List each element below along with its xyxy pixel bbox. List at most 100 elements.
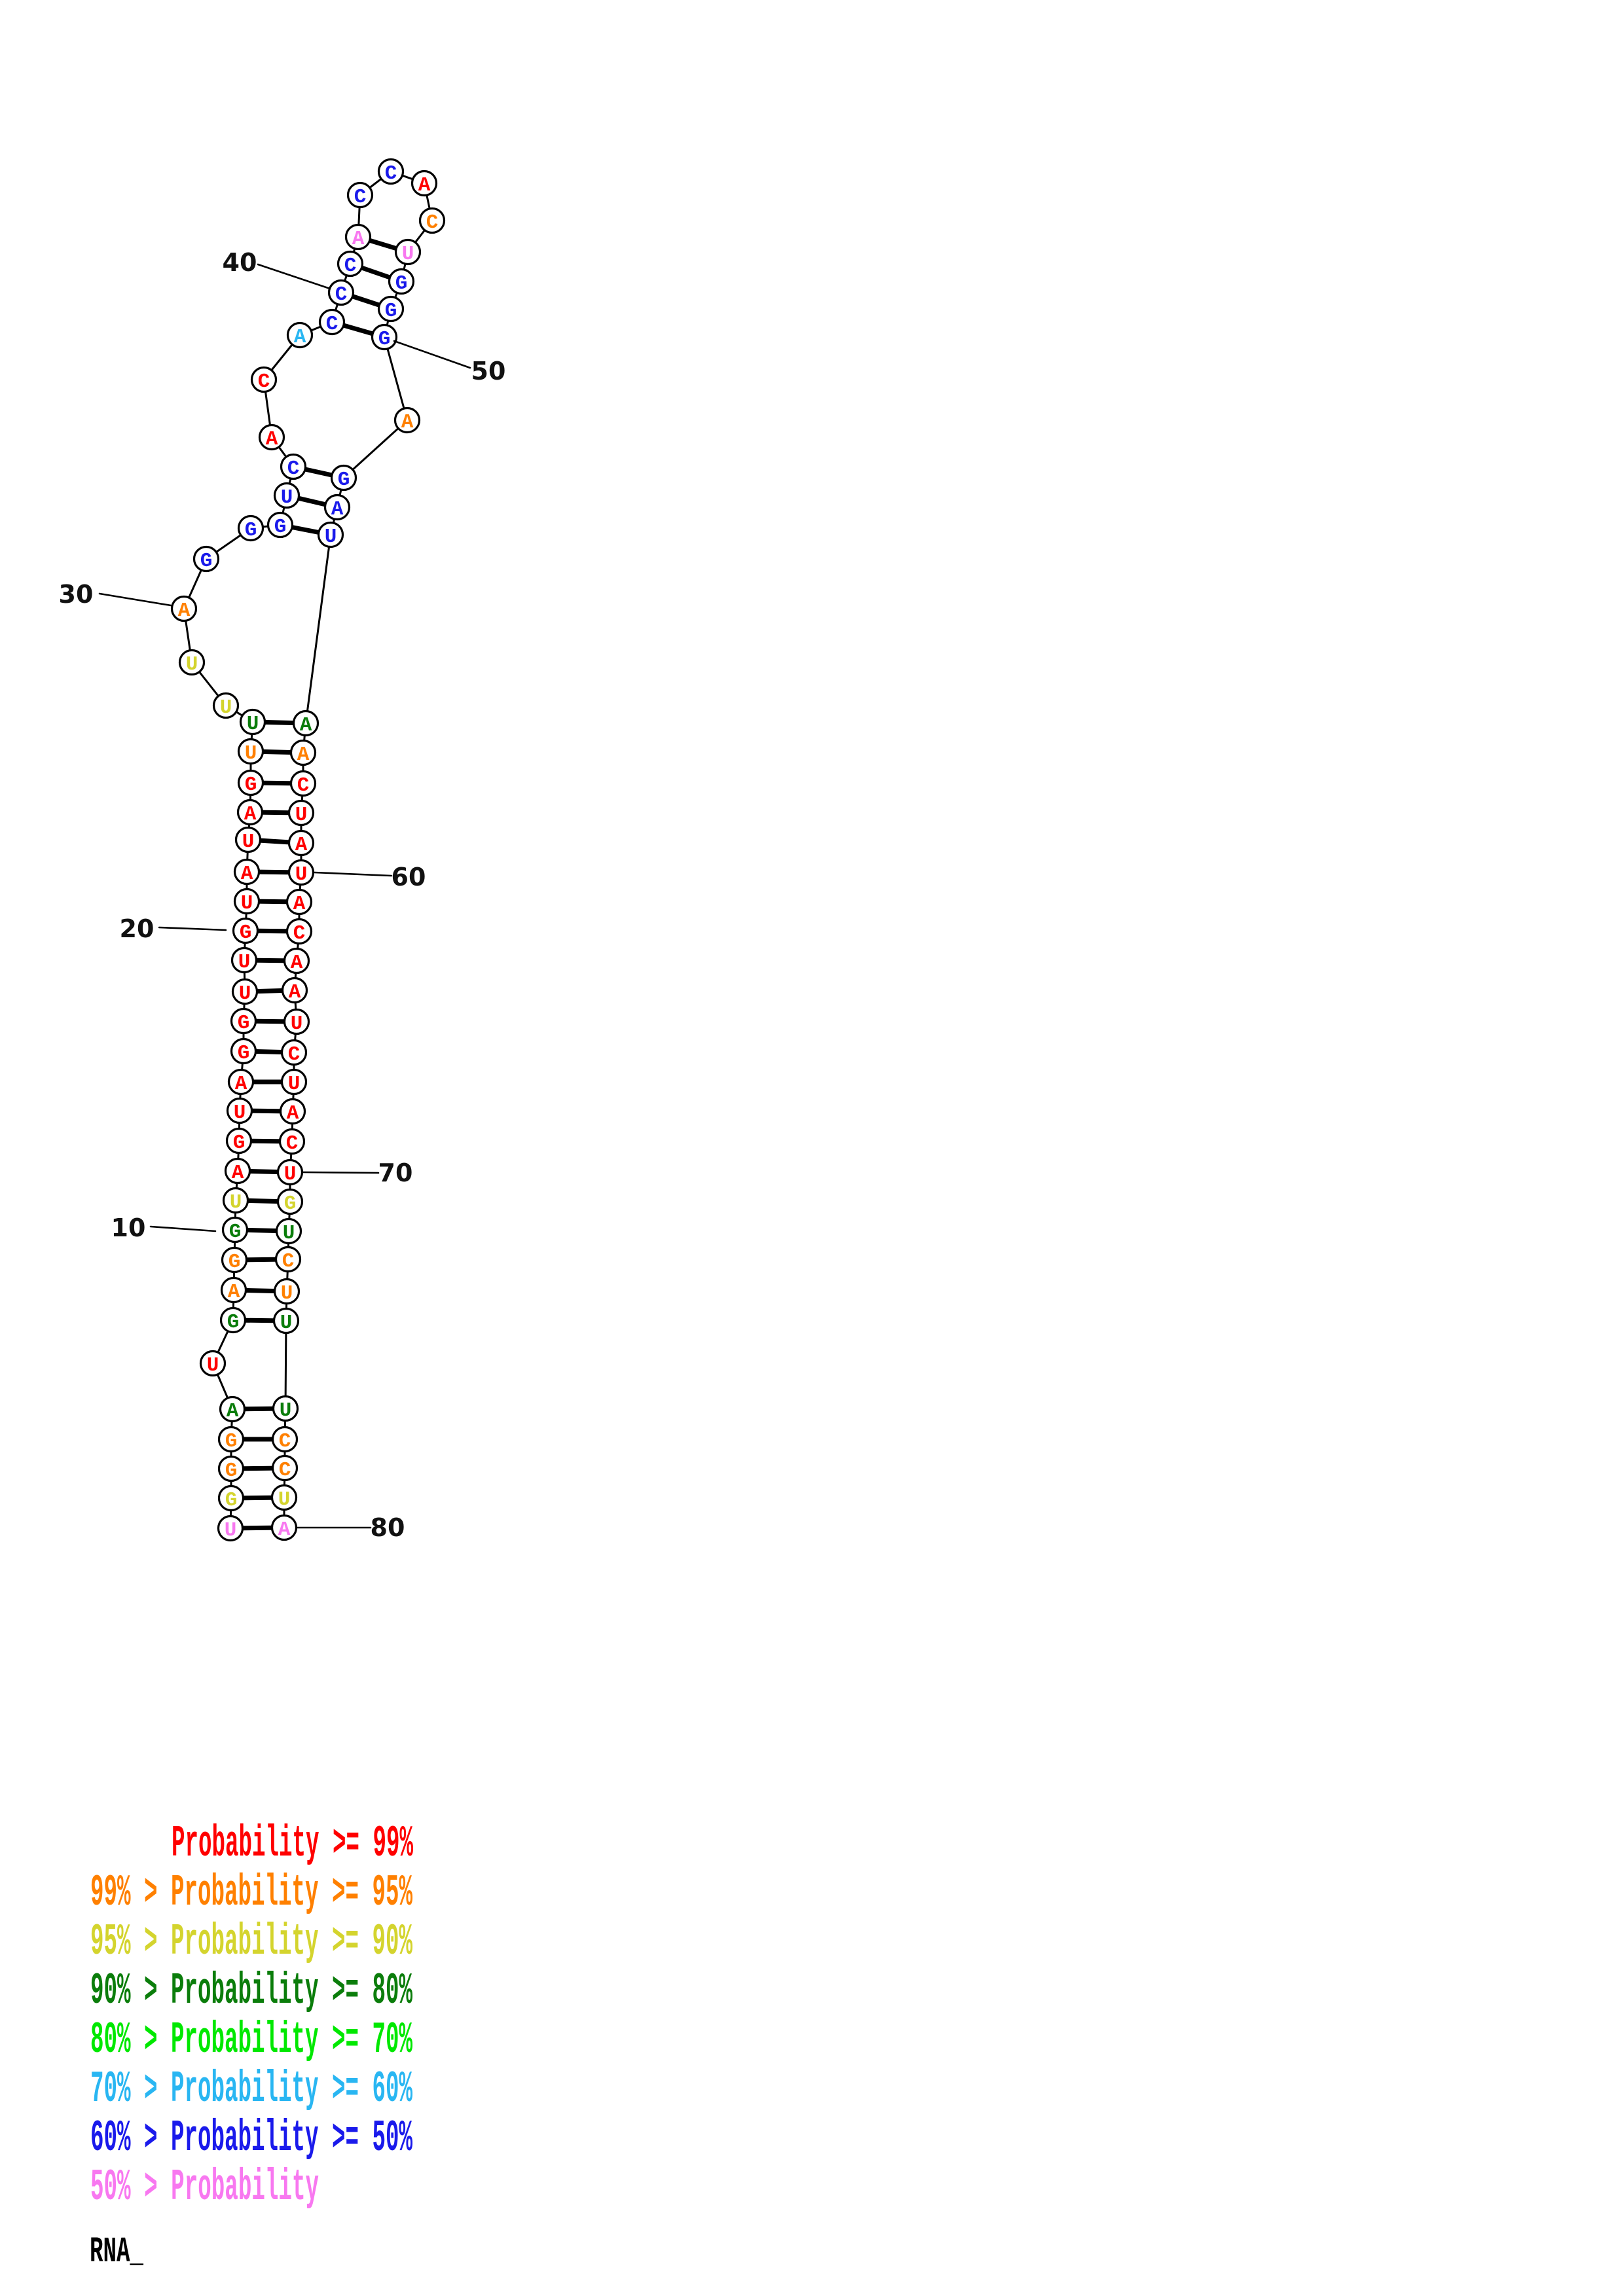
nucleotide-base-73: C [282, 1250, 295, 1273]
legend-row-6: 70% > Probability >= 60% [90, 2064, 412, 2115]
legend-row-8: 50% > Probability [90, 2162, 319, 2213]
nucleotide-base-30: A [178, 600, 191, 622]
position-label-50: 50 [471, 357, 506, 386]
nucleotide-circle [170, 595, 198, 622]
nucleotide-circle [371, 323, 398, 351]
position-leader-line [149, 1225, 217, 1232]
nucleotide-circle [276, 1188, 304, 1215]
position-leader-line [313, 871, 393, 877]
nucleotide-base-18: U [239, 982, 251, 1005]
nucleotide-base-32: G [245, 519, 257, 542]
nucleotide-base-50: G [378, 328, 391, 351]
nucleotide-circle [233, 858, 261, 886]
nucleotide-base-11: U [230, 1191, 242, 1214]
nucleotide-circle [234, 826, 262, 853]
backbone-segment [342, 419, 409, 479]
nucleotide-circle [230, 1037, 257, 1065]
nucleotide-circle [233, 888, 261, 915]
nucleotide-circle [237, 769, 264, 797]
nucleotide-base-35: C [287, 457, 300, 480]
nucleotide-base-24: A [244, 803, 257, 826]
nucleotide-circle [224, 1157, 251, 1185]
nucleotide-circle [199, 1350, 227, 1377]
nucleotide-base-7: G [227, 1311, 240, 1334]
nucleotide-circle [220, 1276, 247, 1304]
nucleotide-base-40: C [335, 283, 348, 306]
nucleotide-circle [276, 1158, 304, 1186]
position-leader-line [393, 340, 471, 369]
nucleotide-circle [418, 207, 446, 234]
base-pair-bonds [230, 234, 409, 1531]
nucleotide-base-8: A [228, 1281, 240, 1304]
nucleotide-circle [272, 1395, 299, 1422]
nucleotide-circle [227, 1068, 255, 1096]
nucleotide-base-56: A [297, 744, 310, 766]
nucleotide-base-62: C [293, 922, 306, 945]
nucleotide-circle [377, 295, 405, 323]
nucleotide-circle [285, 918, 313, 945]
nucleotide-base-64: A [289, 981, 301, 1004]
position-label-70: 70 [378, 1158, 413, 1187]
nucleotide-base-16: G [238, 1042, 250, 1065]
nucleotide-circle [279, 1098, 306, 1125]
nucleotide-base-76: U [280, 1399, 292, 1422]
nucleotide-base-26: U [245, 742, 257, 765]
nucleotide-base-75: U [280, 1312, 293, 1335]
nucleotide-base-58: U [295, 804, 308, 827]
legend-row-7: 60% > Probability >= 50% [90, 2113, 412, 2164]
probability-legend: Probability >= 99%99% > Probability >= 9… [90, 1819, 413, 2213]
nucleotide-circle [237, 514, 264, 542]
nucleotide-circle [231, 978, 259, 1005]
nucleotide-circle [410, 170, 438, 197]
nucleotide-circle [217, 1455, 245, 1482]
nucleotide-base-68: A [287, 1102, 299, 1125]
nucleotide-circle [250, 366, 278, 393]
nucleotide-circle [346, 181, 374, 209]
position-leader-line [158, 926, 227, 931]
nucleotide-base-2: G [225, 1489, 238, 1512]
position-leader-line [98, 592, 172, 607]
nucleotide-base-9: G [228, 1251, 241, 1274]
nucleotide-circle [274, 1246, 302, 1273]
nucleotide-base-55: A [300, 714, 312, 737]
nucleotide-circle [192, 545, 220, 573]
nucleotide-circle [388, 268, 415, 295]
nucleotide-base-72: U [283, 1222, 295, 1245]
legend-row-5: 80% > Probability >= 70% [90, 2015, 412, 2066]
nucleotide-base-27: U [247, 713, 259, 736]
nucleotide-circle [283, 1008, 310, 1035]
position-label-60: 60 [392, 863, 426, 891]
nucleotide-circle [230, 1007, 257, 1035]
nucleotide-base-36: A [266, 428, 278, 451]
position-label-80: 80 [371, 1513, 405, 1542]
nucleotide-base-38: A [294, 326, 306, 349]
nucleotide-base-49: G [385, 300, 397, 323]
nucleotide-base-74: U [281, 1282, 293, 1305]
nucleotide-base-19: U [238, 951, 251, 974]
nucleotide-circle [292, 709, 319, 737]
nucleotide-base-6: U [207, 1354, 219, 1377]
nucleotide-circle [344, 223, 372, 251]
nucleotide-base-59: A [295, 834, 308, 857]
nucleotide-base-22: A [241, 863, 253, 886]
footer-title: RNA_ [90, 2231, 144, 2272]
nucleotide-base-12: A [232, 1162, 244, 1185]
nucleotide-circle [219, 1306, 247, 1334]
nucleotide-base-37: C [258, 370, 270, 393]
nucleotide-base-71: G [284, 1193, 297, 1215]
nucleotide-circle [217, 1426, 245, 1453]
nucleotide-base-57: C [297, 774, 310, 797]
position-label-30: 30 [59, 580, 94, 609]
nucleotide-base-61: A [293, 893, 306, 916]
nucleotide-base-79: U [278, 1488, 291, 1511]
position-labels: 10 20 30 40 50 60 70 80 [59, 248, 506, 1542]
nucleotide-circle [330, 464, 357, 492]
nucleotide-base-70: U [284, 1163, 297, 1186]
nucleotide-base-67: U [288, 1073, 301, 1096]
nucleotide-base-20: G [240, 922, 252, 944]
position-leader-line [257, 263, 331, 290]
nucleotide-base-47: U [402, 243, 414, 266]
nucleotide-base-23: U [242, 831, 255, 853]
nucleotide-circle [217, 1484, 245, 1512]
